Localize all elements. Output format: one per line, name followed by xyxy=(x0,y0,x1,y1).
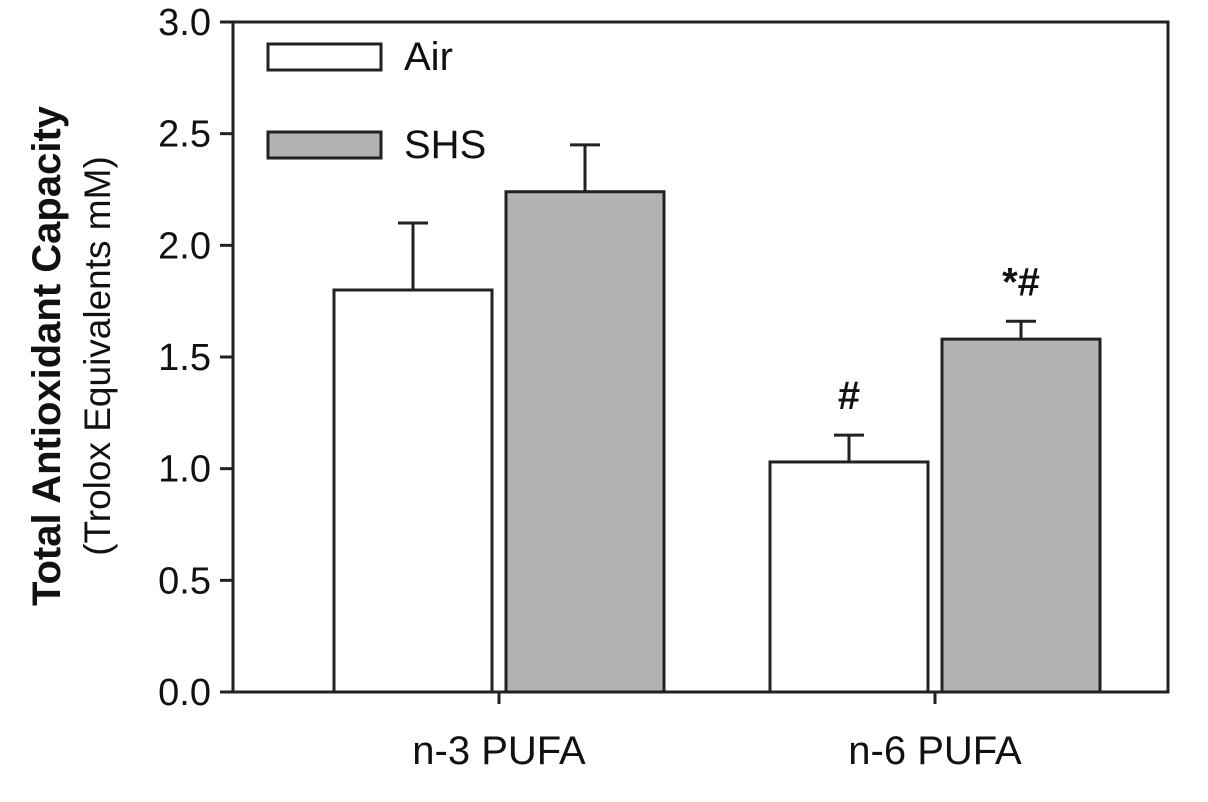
y-axis-title: Total Antioxidant Capacity (Trolox Equiv… xyxy=(25,105,118,606)
legend-label: SHS xyxy=(404,123,486,167)
legend-swatch xyxy=(266,130,383,160)
bar xyxy=(332,288,494,694)
y-axis-label: Total Antioxidant Capacity xyxy=(25,105,69,606)
y-tick-label: 0.5 xyxy=(158,560,211,602)
y-tick-label: 2.5 xyxy=(158,114,211,156)
y-tick-label: 1.0 xyxy=(158,449,211,491)
bar xyxy=(940,337,1102,694)
x-tick-label: n-6 PUFA xyxy=(848,729,1022,773)
bar xyxy=(504,190,666,694)
y-tick-label: 2.0 xyxy=(158,225,211,267)
x-tick-label: n-3 PUFA xyxy=(412,729,586,773)
bar xyxy=(768,460,930,694)
y-tick-label: 0.0 xyxy=(158,672,211,714)
significance-marker: *# xyxy=(1002,260,1040,304)
y-tick-label: 1.5 xyxy=(158,337,211,379)
y-axis-sublabel: (Trolox Equivalents mM) xyxy=(77,156,118,556)
y-tick-label: 3.0 xyxy=(158,2,211,44)
significance-marker: # xyxy=(838,374,860,418)
legend: Air SHS xyxy=(266,35,486,167)
legend-label: Air xyxy=(404,35,453,79)
legend-swatch xyxy=(266,42,383,72)
plot-area: 0.0 0.5 1.0 1.5 2.0 2.5 3.0 n-3 PUFA n-6 PUFA # *# xyxy=(158,2,1170,773)
